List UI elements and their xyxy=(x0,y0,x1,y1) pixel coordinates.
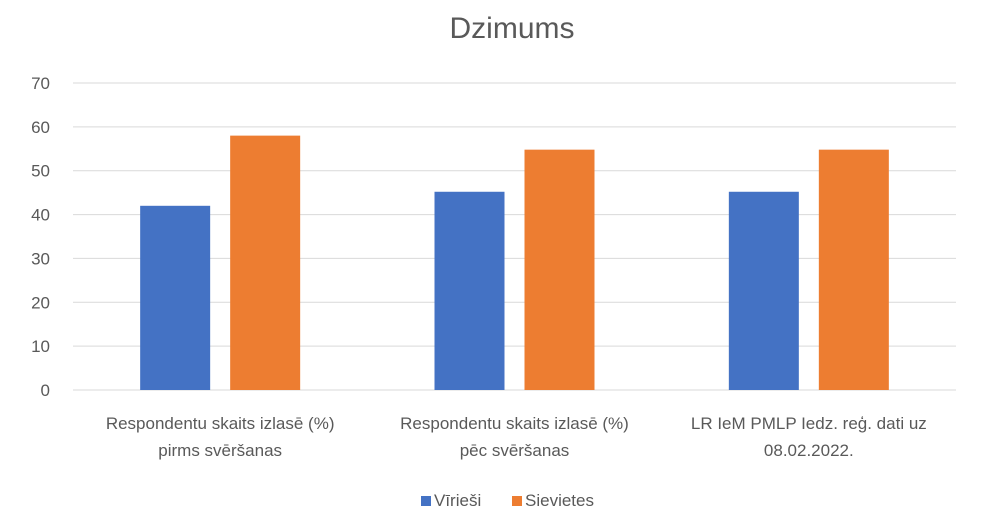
bar xyxy=(434,191,505,390)
y-tick-label: 40 xyxy=(31,206,50,225)
legend-swatch xyxy=(421,496,431,506)
x-category-label: 08.02.2022. xyxy=(764,441,854,460)
bar xyxy=(524,149,595,390)
bar xyxy=(818,149,889,390)
legend-label: Vīrieši xyxy=(434,491,481,510)
y-tick-label: 20 xyxy=(31,293,50,312)
y-tick-label: 10 xyxy=(31,337,50,356)
legend: Vīrieši Sievietes xyxy=(421,491,594,510)
bar xyxy=(230,135,301,390)
legend-swatch xyxy=(512,496,522,506)
x-axis-category-labels: Respondentu skaits izlasē (%) pirms svērš… xyxy=(106,414,927,460)
legend-label: Sievietes xyxy=(525,491,594,510)
x-category-label: LR IeM PMLP Iedz. reģ. dati uz xyxy=(691,414,927,433)
x-category-label: pēc svēršanas xyxy=(460,441,570,460)
y-tick-label: 30 xyxy=(31,249,50,268)
chart-title: Dzimums xyxy=(450,12,575,45)
x-category-label: pirms svēršanas xyxy=(158,441,282,460)
gridlines xyxy=(73,82,956,391)
y-tick-label: 50 xyxy=(31,162,50,181)
y-tick-label: 60 xyxy=(31,118,50,137)
y-tick-label: 0 xyxy=(41,381,50,400)
y-tick-label: 70 xyxy=(31,74,50,93)
y-axis-ticks: 0 10 20 30 40 50 60 70 xyxy=(31,74,50,400)
x-category-label: Respondentu skaits izlasē (%) xyxy=(106,414,335,433)
bar xyxy=(728,191,799,390)
bar xyxy=(140,205,211,390)
x-category-label: Respondentu skaits izlasē (%) xyxy=(400,414,629,433)
bars xyxy=(140,135,889,390)
